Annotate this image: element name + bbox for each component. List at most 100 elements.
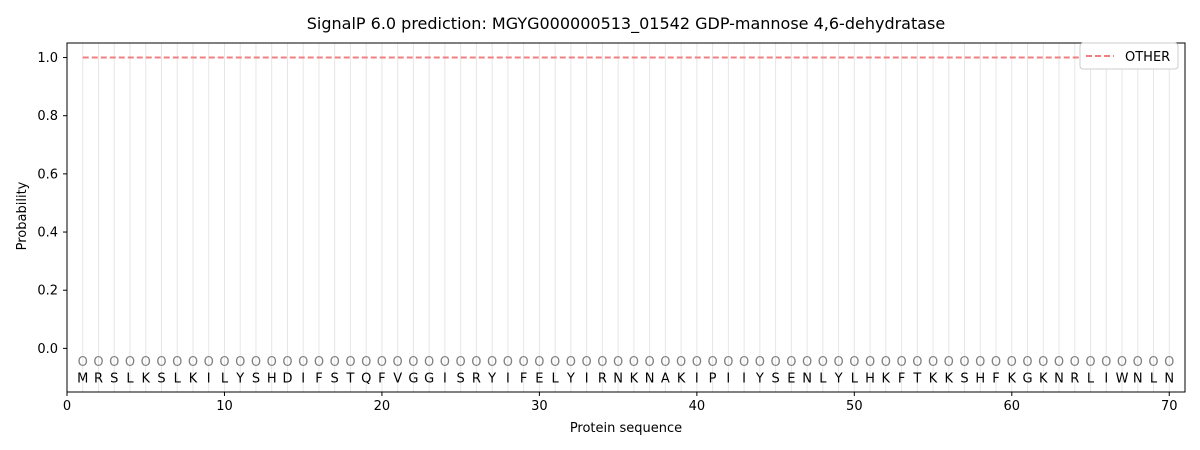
residue-label: E: [535, 371, 543, 386]
residue-marker: O: [1054, 355, 1064, 370]
residue-marker: O: [1101, 355, 1111, 370]
residue-marker: O: [456, 355, 466, 370]
residue-label: N: [1054, 371, 1064, 386]
residue-marker: O: [519, 355, 529, 370]
vertical-gridlines: [82, 43, 1170, 392]
residue-marker: O: [408, 355, 418, 370]
residue-marker: O: [1164, 355, 1174, 370]
residue-marker: O: [944, 355, 954, 370]
residue-marker: O: [582, 355, 592, 370]
residue-marker: O: [912, 355, 922, 370]
residue-marker: O: [156, 355, 166, 370]
residue-marker: O: [141, 355, 151, 370]
residue-marker: O: [314, 355, 324, 370]
legend-label-other: OTHER: [1125, 50, 1170, 65]
residue-label: A: [661, 371, 670, 386]
residue-label: I: [207, 371, 211, 386]
residue-label: K: [141, 371, 150, 386]
residue-label: M: [77, 371, 88, 386]
residue-label: S: [771, 371, 779, 386]
residue-label: I: [742, 371, 746, 386]
residue-marker: O: [1085, 355, 1095, 370]
x-tick-label: 70: [1161, 399, 1178, 414]
residue-label: S: [110, 371, 118, 386]
residue-marker: O: [991, 355, 1001, 370]
residue-label: L: [819, 371, 827, 386]
x-tick-label: 20: [374, 399, 391, 414]
residue-label: S: [157, 371, 165, 386]
residue-label: K: [945, 371, 954, 386]
y-tick-label: 0.4: [37, 226, 58, 241]
residue-label: S: [457, 371, 465, 386]
residue-marker: O: [534, 355, 544, 370]
residue-label: K: [1008, 371, 1017, 386]
residue-marker: O: [487, 355, 497, 370]
residue-label: L: [552, 371, 560, 386]
residue-label: S: [252, 371, 260, 386]
residue-marker: O: [330, 355, 340, 370]
residue-label: H: [975, 371, 985, 386]
residue-marker: O: [235, 355, 245, 370]
residue-label: F: [898, 371, 905, 386]
residue-label: E: [787, 371, 795, 386]
residue-label: K: [189, 371, 198, 386]
residue-marker: O: [723, 355, 733, 370]
x-axis-ticks: 0 10 20 30 40 50 60 70: [63, 392, 1178, 414]
residue-marker: O: [676, 355, 686, 370]
residue-label: N: [645, 371, 655, 386]
residue-marker: O: [109, 355, 119, 370]
residue-label: D: [282, 371, 292, 386]
residue-marker: O: [219, 355, 229, 370]
y-axis-label: Probability: [15, 181, 30, 250]
residue-label: K: [630, 371, 639, 386]
residue-marker: O: [786, 355, 796, 370]
residue-label: F: [315, 371, 322, 386]
residue-label: Q: [361, 371, 371, 386]
residue-marker: O: [298, 355, 308, 370]
residue-label: F: [992, 371, 999, 386]
residue-label: H: [267, 371, 277, 386]
residue-label: V: [393, 371, 402, 386]
residue-marker: O: [471, 355, 481, 370]
y-tick-label: 0.2: [37, 284, 58, 299]
x-tick-label: 30: [531, 399, 548, 414]
residue-marker: O: [440, 355, 450, 370]
residue-marker: O: [345, 355, 355, 370]
residue-marker: O: [849, 355, 859, 370]
residue-marker: O: [833, 355, 843, 370]
residue-label: N: [613, 371, 623, 386]
residue-label: K: [929, 371, 938, 386]
residue-marker: O: [975, 355, 985, 370]
residue-label: R: [94, 371, 103, 386]
x-tick-label: 50: [846, 399, 863, 414]
y-tick-label: 0.6: [37, 167, 58, 182]
residue-marker: O: [424, 355, 434, 370]
residue-label: S: [960, 371, 968, 386]
residue-marker: O: [802, 355, 812, 370]
residue-label: K: [882, 371, 891, 386]
residue-marker: O: [361, 355, 371, 370]
residue-label: S: [331, 371, 339, 386]
residue-label: N: [802, 371, 812, 386]
residue-marker: O: [550, 355, 560, 370]
residue-marker: O: [865, 355, 875, 370]
residue-marker: O: [1070, 355, 1080, 370]
residue-label: Y: [235, 371, 244, 386]
residue-marker: O: [393, 355, 403, 370]
y-tick-label: 0.0: [37, 342, 58, 357]
residue-marker: O: [267, 355, 277, 370]
residue-label: T: [912, 371, 921, 386]
legend-box: [1079, 42, 1179, 70]
residue-marker: O: [1148, 355, 1158, 370]
plot-frame: [66, 42, 1186, 393]
residue-label: Y: [566, 371, 575, 386]
residue-label: I: [506, 371, 510, 386]
y-tick-label: 1.0: [37, 51, 58, 66]
x-tick-label: 0: [63, 399, 71, 414]
legend: OTHER: [1079, 42, 1179, 70]
residue-label: L: [1150, 371, 1158, 386]
residue-marker: O: [597, 355, 607, 370]
